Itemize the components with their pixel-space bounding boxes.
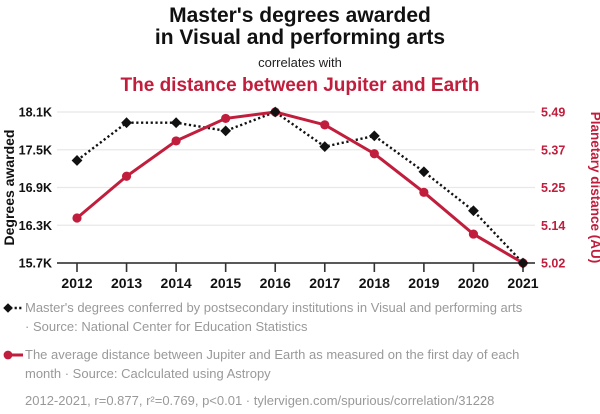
data-point-diamond	[220, 125, 232, 137]
right-axis-tick-label: 5.14	[541, 219, 565, 233]
data-point-diamond	[269, 106, 281, 118]
x-tick-label: 2013	[111, 275, 142, 291]
left-axis-tick-label: 16.3K	[19, 219, 52, 233]
legend-item-degrees: Master's degrees conferred by postsecond…	[3, 299, 600, 336]
line-chart: 2012 2013 2014 2015 2016 2017 2018 2019 2020 2021…	[1, 106, 600, 292]
data-point-diamond	[468, 205, 479, 217]
black-diamond-dotted-line-icon	[3, 303, 23, 313]
x-tick-label: 2017	[309, 275, 340, 291]
legend-item-distance-label: The average distance between Jupiter and…	[25, 347, 520, 381]
data-point-circle	[121, 171, 132, 181]
x-tick-label: 2016	[260, 275, 291, 291]
x-tick-label: 2018	[359, 275, 390, 291]
right-axis-tick-label: 5.02	[541, 257, 565, 271]
x-tick-label: 2014	[161, 275, 192, 291]
data-point-diamond	[418, 166, 430, 178]
right-axis-tick-label: 5.37	[541, 143, 565, 157]
red-circle-solid-line-icon	[3, 350, 23, 360]
data-point-circle	[72, 213, 82, 223]
right-axis-tick-label: 5.25	[541, 181, 565, 195]
left-axis-tick-label: 18.1K	[19, 106, 52, 120]
correlates-with-label: correlates with	[258, 55, 342, 70]
chart-header: Master's degrees awarded in Visual and p…	[0, 0, 600, 96]
data-point-diamond	[319, 141, 331, 153]
data-point-circle	[221, 113, 231, 124]
series-line-diamond	[76, 110, 524, 264]
chart-legend: Master's degrees conferred by postsecond…	[0, 299, 600, 409]
title-line-1: Master's degrees awarded	[169, 4, 431, 27]
left-axis-tick-label: 16.9K	[19, 181, 52, 195]
stats-footer: 2012-2021, r=0.877, r²=0.769, p<0.01 · t…	[25, 393, 495, 408]
x-tick-label: 2015	[210, 275, 241, 291]
data-point-diamond	[121, 117, 132, 129]
left-axis-title: Degrees awarded	[1, 130, 17, 246]
x-tick-label: 2020	[458, 275, 489, 291]
legend-item-degrees-label: Master's degrees conferred by postsecond…	[25, 300, 523, 334]
x-tick-label: 2021	[507, 275, 538, 291]
data-point-circle	[369, 149, 379, 159]
right-axis-title: Planetary distance (AU)	[588, 112, 600, 264]
data-point-diamond	[71, 155, 83, 166]
data-point-circle	[171, 136, 181, 146]
data-point-circle	[468, 229, 479, 239]
data-point-circle	[419, 187, 429, 197]
data-point-circle	[320, 120, 330, 130]
x-tick-label: 2019	[408, 275, 439, 291]
series-line-circle	[76, 110, 524, 265]
x-tick-label: 2012	[61, 275, 92, 291]
data-point-diamond	[170, 117, 182, 129]
legend-item-distance: The average distance between Jupiter and…	[3, 346, 600, 383]
left-axis-tick-label: 15.7K	[19, 257, 52, 271]
right-axis-tick-label: 5.49	[541, 106, 565, 120]
left-axis-tick-label: 17.5K	[19, 143, 52, 157]
subtitle-red: The distance between Jupiter and Earth	[120, 75, 480, 96]
title-line-2: in Visual and performing arts	[154, 26, 446, 49]
